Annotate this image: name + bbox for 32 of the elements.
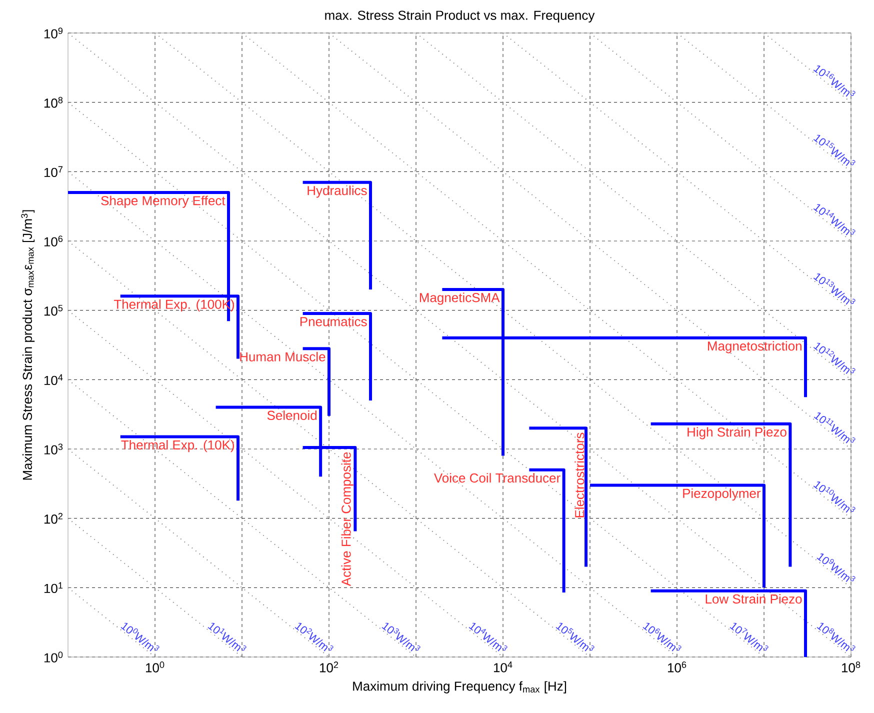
y-tick-label: 10$^{1}$ bbox=[44, 582, 63, 594]
y-tick-label: 10$^{0}$ bbox=[44, 652, 63, 662]
y-tick-label: 10$^{5}$ bbox=[44, 304, 63, 316]
text: Electrostrictors bbox=[574, 432, 584, 518]
series-label: Selenoid bbox=[267, 410, 317, 420]
series-label: Shape Memory Effect bbox=[101, 196, 226, 208]
y-tick-label: 10$^{4}$ bbox=[44, 374, 63, 386]
y-tick-label: 10$^{6}$ bbox=[44, 236, 63, 246]
y-tick-label: 10$^{7}$ bbox=[44, 166, 63, 178]
series-label: MagneticSMA bbox=[420, 292, 500, 305]
series-label: Magnetostriction bbox=[708, 341, 802, 354]
series-label: Pneumatics bbox=[300, 316, 367, 326]
x-tick-label: 10$^{4}$ bbox=[494, 662, 512, 672]
text: Active Fiber Composite bbox=[341, 452, 354, 586]
x-tick-label: 10$^{0}$ bbox=[146, 662, 164, 672]
y-tick-label: 10$^{2}$ bbox=[44, 512, 63, 524]
y-axis-title: Maximum Stress Strain product σ$_{max}$ε$_{max}$ [J/m$^{3}$] bbox=[21, 210, 35, 480]
y-tick-label: 10$^{8}$ bbox=[44, 96, 63, 108]
series-label: Piezopolymer bbox=[683, 488, 761, 501]
x-tick-label: 10$^{8}$ bbox=[842, 662, 860, 672]
series-label: Voice Coil Transducer bbox=[434, 473, 560, 483]
x-tick-label: 10$^{2}$ bbox=[320, 662, 338, 672]
x-tick-label: 10$^{6}$ bbox=[668, 662, 686, 672]
series-label: Thermal Exp. (10K) bbox=[121, 440, 234, 452]
x-axis-title: Maximum driving Frequency f$_{max}$ [Hz] bbox=[353, 681, 566, 694]
chart-title: max. Stress Strain Product vs max. Frequency bbox=[325, 10, 595, 22]
series-label: Human Muscle bbox=[240, 352, 326, 362]
series-label: High Strain Piezo bbox=[688, 427, 786, 440]
y-tick-label: 10$^{9}$ bbox=[44, 28, 63, 38]
series-label: Hydraulics bbox=[308, 186, 367, 198]
series-label: Low Strain Piezo bbox=[706, 594, 802, 604]
y-tick-label: 10$^{3}$ bbox=[44, 444, 63, 454]
